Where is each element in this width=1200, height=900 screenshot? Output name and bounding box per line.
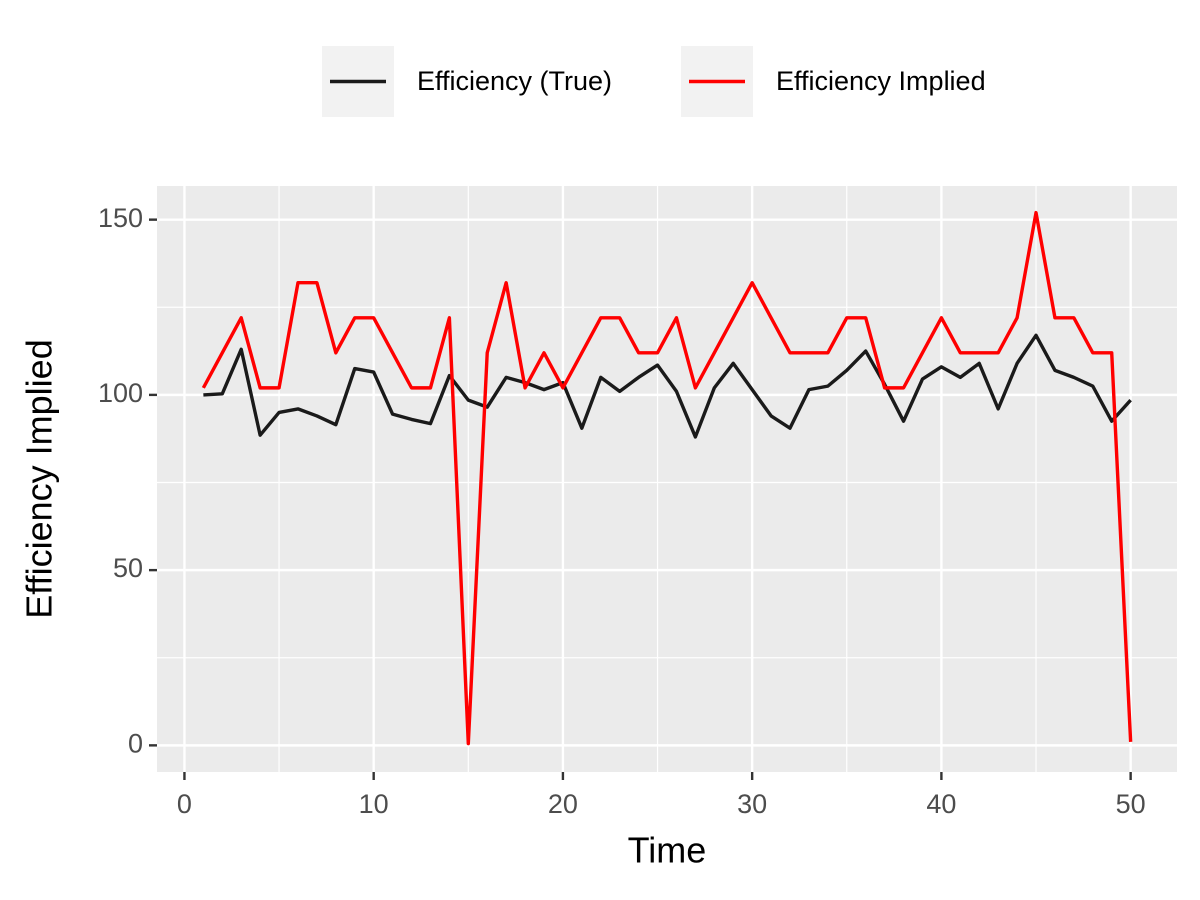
x-tick-label: 30 — [737, 789, 767, 819]
x-tick-label: 40 — [926, 789, 956, 819]
y-tick-label: 0 — [128, 728, 143, 758]
x-axis-title: Time — [628, 830, 707, 871]
x-tick-label: 50 — [1116, 789, 1146, 819]
legend-label: Efficiency (True) — [417, 66, 612, 96]
panel — [157, 186, 1177, 772]
y-axis-title: Efficiency Implied — [19, 339, 60, 618]
y-tick-label: 100 — [98, 378, 143, 408]
y-tick-label: 150 — [98, 203, 143, 233]
x-tick-label: 20 — [548, 789, 578, 819]
y-tick-label: 50 — [113, 553, 143, 583]
series-line — [201, 210, 1133, 746]
legend-label: Efficiency Implied — [776, 66, 986, 96]
x-tick-label: 0 — [177, 789, 192, 819]
series-line — [203, 333, 1132, 439]
x-tick-label: 10 — [359, 789, 389, 819]
